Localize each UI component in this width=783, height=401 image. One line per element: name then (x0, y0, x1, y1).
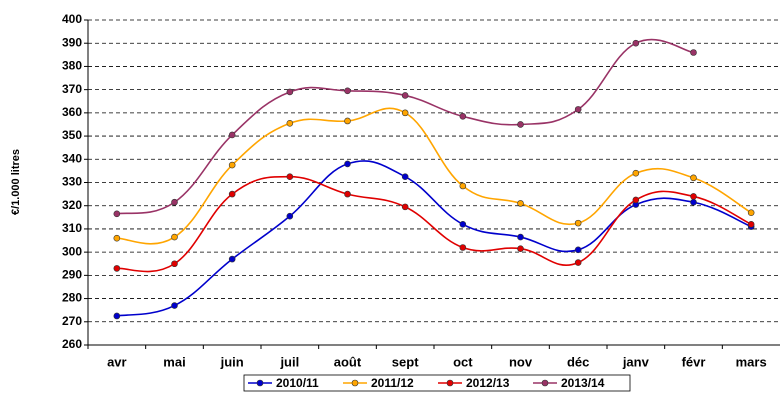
y-tick-label: 290 (62, 268, 82, 282)
data-point (401, 173, 409, 180)
y-tick-label: 380 (62, 59, 82, 73)
y-tick-label: 260 (62, 337, 82, 351)
x-tick-label: oct (453, 354, 473, 369)
x-tick-label: juin (220, 354, 244, 369)
data-point (747, 209, 755, 216)
data-point (690, 49, 697, 56)
data-point (286, 88, 294, 96)
data-point (517, 233, 524, 241)
data-point (632, 39, 640, 47)
data-point (286, 120, 294, 127)
y-tick-label: 360 (62, 105, 82, 119)
y-tick-label: 400 (62, 12, 82, 26)
data-point (632, 169, 640, 177)
x-tick-label: avr (107, 354, 127, 369)
x-tick-label: août (334, 354, 362, 369)
y-tick-label: 340 (62, 151, 82, 165)
y-tick-label: 280 (62, 291, 82, 305)
legend-marker (351, 379, 359, 387)
data-point (344, 190, 351, 198)
y-tick-label: 310 (62, 221, 82, 235)
data-point (690, 193, 697, 200)
data-point (171, 233, 178, 241)
data-point (574, 106, 582, 113)
x-tick-label: juil (279, 354, 299, 369)
data-point (632, 196, 640, 204)
data-point (171, 198, 178, 206)
y-tick-label: 370 (62, 82, 82, 96)
x-tick-label: sept (392, 354, 419, 369)
y-tick-label: 330 (62, 175, 82, 189)
data-point (171, 302, 178, 309)
data-point (574, 219, 582, 227)
data-point (690, 174, 697, 182)
data-point (459, 182, 467, 190)
data-point (401, 203, 409, 211)
data-point (113, 312, 121, 320)
data-point (574, 246, 582, 254)
series-line (116, 160, 752, 317)
x-tick-label: mai (163, 354, 185, 369)
data-point (344, 87, 351, 95)
legend-marker (256, 379, 264, 387)
data-point (228, 131, 236, 139)
legend-label: 2010/11 (276, 376, 319, 390)
x-tick-label: déc (567, 354, 589, 369)
data-point (344, 160, 351, 168)
data-point (747, 220, 755, 228)
legend-label: 2012/13 (466, 376, 510, 390)
data-point (171, 260, 178, 268)
series-line (116, 38, 694, 215)
y-tick-label: 300 (62, 244, 82, 258)
legend-box (243, 374, 631, 392)
x-tick-label: févr (682, 354, 706, 369)
y-tick-label: 270 (62, 314, 82, 328)
x-tick-label: mars (736, 354, 767, 369)
data-point (459, 113, 467, 120)
x-tick-label: nov (509, 354, 533, 369)
series-line (116, 107, 752, 245)
data-point (517, 245, 524, 252)
data-point (574, 259, 582, 266)
data-point (459, 244, 467, 251)
y-tick-label: 350 (62, 128, 82, 142)
legend-marker (446, 379, 454, 387)
legend-label: 2013/14 (561, 376, 605, 390)
data-point (459, 220, 467, 228)
data-point (517, 121, 524, 128)
data-point (517, 200, 524, 207)
legend-marker (541, 379, 549, 387)
data-point (286, 212, 294, 220)
data-point (228, 255, 236, 263)
data-point (344, 117, 351, 125)
y-axis-label: €/1.000 litres (10, 149, 22, 215)
data-point (401, 92, 409, 99)
data-point (228, 161, 236, 169)
data-point (286, 173, 294, 180)
x-tick-label: janv (622, 354, 650, 369)
data-point (113, 210, 121, 218)
data-point (401, 109, 409, 117)
legend-label: 2011/12 (371, 376, 414, 390)
data-point (690, 198, 697, 206)
data-point (113, 265, 121, 272)
data-point (113, 234, 121, 242)
y-tick-label: 390 (62, 35, 82, 49)
data-point (228, 190, 236, 198)
y-tick-label: 320 (62, 198, 82, 212)
